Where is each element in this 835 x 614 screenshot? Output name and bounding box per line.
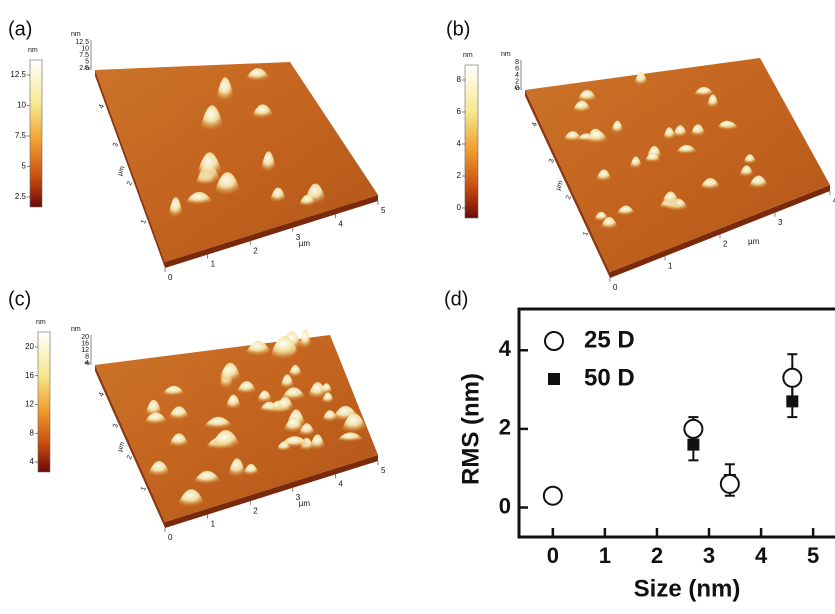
legend-marker xyxy=(548,373,560,385)
y-axis-tick-label: 4 xyxy=(98,104,106,110)
colorbar-tick-label: 20 xyxy=(25,342,34,351)
x-tick-label: 5 xyxy=(807,543,819,568)
marker xyxy=(544,487,562,505)
x-axis-tick-label: 2 xyxy=(253,506,258,515)
x-axis-tick-label: 2 xyxy=(723,240,728,249)
legend-label: 25 D xyxy=(584,326,635,353)
colorbar-tick-label: 8 xyxy=(30,428,35,437)
y-axis-tick-label: 1 xyxy=(140,219,148,225)
x-axis-tick-label: 2 xyxy=(253,246,258,255)
colorbar-tick-label: 7.5 xyxy=(15,131,27,140)
z-axis-unit: nm xyxy=(501,51,511,58)
surface-texture xyxy=(525,58,830,272)
afm-panel: (b)nm8642001234µm12345µmnm86420 xyxy=(446,18,835,292)
x-axis-tick-label: 1 xyxy=(211,260,216,269)
y-tick-label: 2 xyxy=(499,415,511,440)
colorbar xyxy=(465,65,478,218)
x-axis-tick-label: 0 xyxy=(613,283,618,292)
x-axis-tick-label: 1 xyxy=(211,520,216,529)
colorbar-tick-label: 16 xyxy=(25,371,34,380)
colorbar-unit: nm xyxy=(28,47,38,54)
x-axis-tick-label: 1 xyxy=(668,261,673,270)
z-axis-unit: nm xyxy=(71,31,81,38)
z-axis-tick-label: 0 xyxy=(515,85,519,92)
legend-label: 50 D xyxy=(584,364,635,391)
z-axis-unit: nm xyxy=(71,326,81,333)
panel-label: (b) xyxy=(446,18,470,40)
legend-marker xyxy=(545,332,563,350)
panel-label: (d) xyxy=(444,288,468,310)
x-axis-tick-label: 5 xyxy=(381,466,386,475)
colorbar-tick-label: 0 xyxy=(457,203,462,212)
x-axis-unit: µm xyxy=(748,237,760,246)
rms-chart: (d) 0 1 2 3 4 5 0 2 4 Size (nm) RMS (nm) 25 D 50 D xyxy=(444,288,835,602)
y-axis-tick-label: 2 xyxy=(126,180,134,186)
colorbar-tick-label: 2.5 xyxy=(15,192,27,201)
x-axis-tick-label: 4 xyxy=(338,220,343,229)
surface-texture xyxy=(95,62,378,262)
x-tick-label: 1 xyxy=(599,543,611,568)
colorbar-tick-label: 8 xyxy=(457,75,462,84)
colorbar-tick-label: 4 xyxy=(457,139,462,148)
colorbar xyxy=(30,60,42,207)
y-axis-unit: µm xyxy=(117,441,127,453)
marker xyxy=(687,439,699,451)
y-axis-label: RMS (nm) xyxy=(457,373,484,485)
x-axis-tick-label: 4 xyxy=(338,480,343,489)
plot-frame xyxy=(519,309,835,537)
colorbar-tick-label: 12.5 xyxy=(10,70,26,79)
x-axis-unit: µm xyxy=(299,239,311,248)
marker xyxy=(783,369,801,387)
colorbar-unit: nm xyxy=(463,52,473,59)
z-axis-tick-label: 4 xyxy=(85,360,89,367)
panel-label: (a) xyxy=(8,18,32,40)
marker xyxy=(721,475,739,493)
colorbar-unit: nm xyxy=(36,319,46,326)
x-tick-label: 0 xyxy=(547,543,559,568)
y-axis-tick-label: 3 xyxy=(112,142,120,148)
colorbar-tick-label: 4 xyxy=(30,457,35,466)
afm-panels: (a)nm12.5107.552.5012345µm12345µmnm12.51… xyxy=(8,18,835,542)
x-tick-label: 4 xyxy=(755,543,768,568)
z-axis-tick-label: 2.5 xyxy=(79,65,89,72)
surface-peak xyxy=(299,329,312,349)
x-tick-label: 2 xyxy=(651,543,663,568)
y-tick-label: 4 xyxy=(499,336,512,361)
marker xyxy=(684,420,702,438)
x-axis-unit: µm xyxy=(299,499,311,508)
y-tick-label: 0 xyxy=(499,493,511,518)
surface-texture xyxy=(95,335,378,522)
x-tick-label: 3 xyxy=(703,543,715,568)
x-axis-tick-label: 0 xyxy=(168,533,173,542)
colorbar-tick-label: 2 xyxy=(457,171,462,180)
y-axis-unit: µm xyxy=(117,165,127,177)
colorbar-tick-label: 12 xyxy=(25,400,34,409)
colorbar-tick-label: 6 xyxy=(457,107,462,116)
x-axis-label: Size (nm) xyxy=(634,575,741,602)
colorbar-tick-label: 5 xyxy=(22,162,27,171)
colorbar-tick-label: 10 xyxy=(17,101,26,110)
y-axis-unit: µm xyxy=(555,180,565,192)
afm-panel: (a)nm12.5107.552.5012345µm12345µmnm12.51… xyxy=(8,18,386,282)
marker xyxy=(786,395,798,407)
colorbar xyxy=(38,332,50,472)
x-axis-tick-label: 5 xyxy=(381,206,386,215)
figure: (a)nm12.5107.552.5012345µm12345µmnm12.51… xyxy=(0,0,835,609)
x-axis-tick-label: 0 xyxy=(168,273,173,282)
panel-label: (c) xyxy=(8,288,31,310)
x-axis-tick-label: 3 xyxy=(778,218,783,227)
